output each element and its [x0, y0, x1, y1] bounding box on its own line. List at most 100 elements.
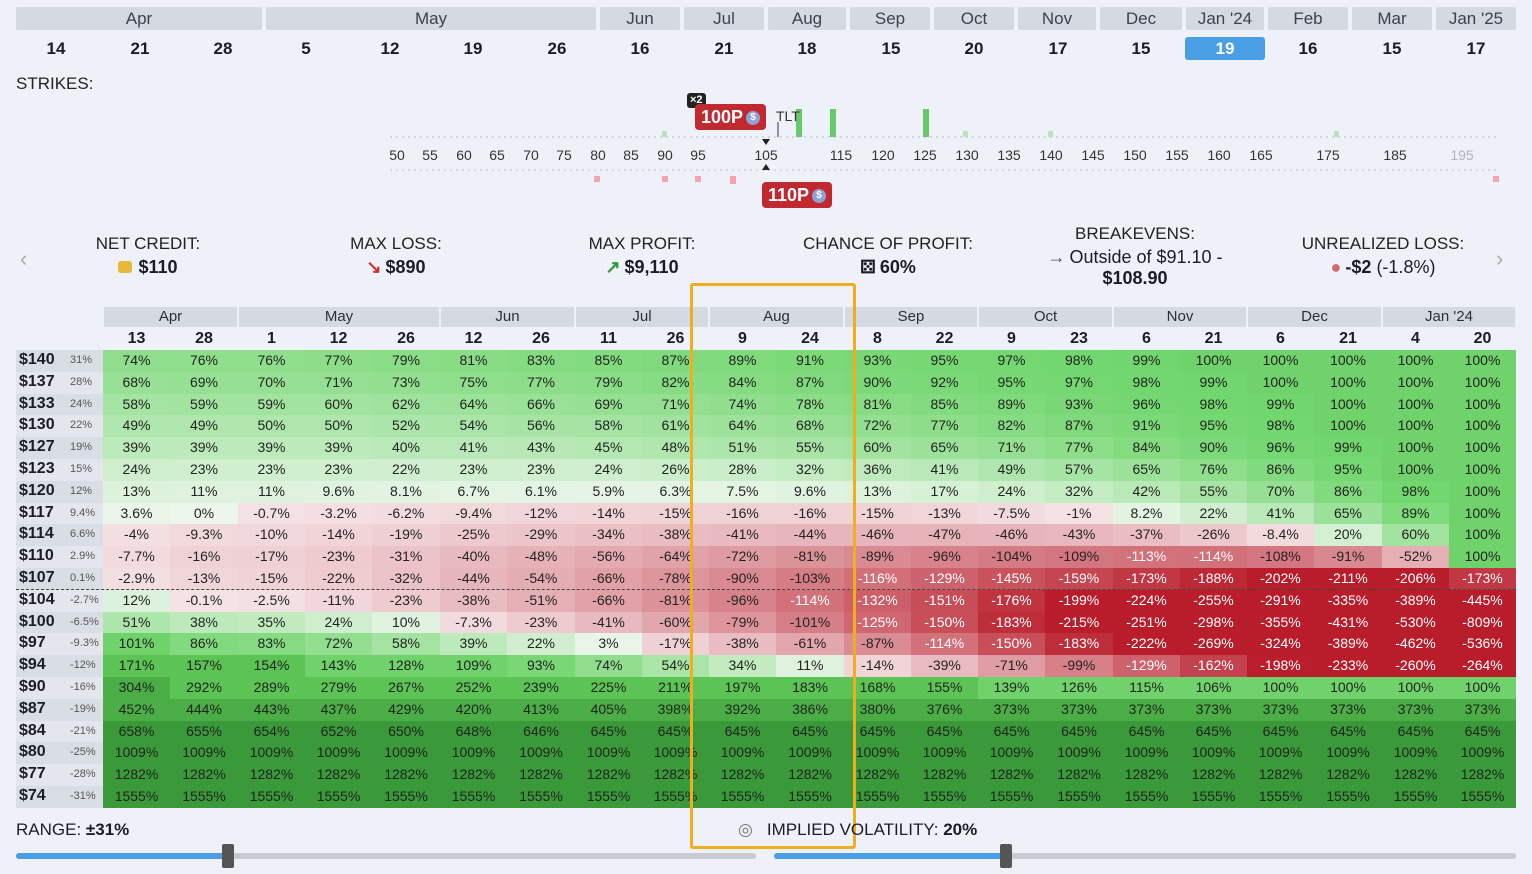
- table-cell[interactable]: 39%: [103, 437, 170, 460]
- table-cell[interactable]: 54%: [440, 415, 507, 438]
- table-cell[interactable]: -99%: [1045, 655, 1113, 678]
- table-cell[interactable]: 59%: [238, 393, 305, 416]
- table-cell[interactable]: -16%: [170, 546, 238, 569]
- table-cell[interactable]: 1009%: [372, 742, 440, 765]
- table-day-header[interactable]: 26: [397, 330, 415, 347]
- strike-tick[interactable]: 95: [690, 147, 706, 163]
- table-cell[interactable]: 101%: [103, 633, 170, 656]
- table-cell[interactable]: 99%: [1113, 350, 1180, 373]
- table-cell[interactable]: 60%: [844, 437, 911, 460]
- day-19[interactable]: 19: [1185, 37, 1265, 60]
- chevron-left-icon[interactable]: ‹: [20, 246, 28, 271]
- table-cell[interactable]: -162%: [1180, 655, 1247, 678]
- table-cell[interactable]: -41%: [709, 524, 776, 547]
- table-cell[interactable]: 1009%: [103, 742, 170, 765]
- table-cell[interactable]: -108%: [1247, 546, 1314, 569]
- table-cell[interactable]: 1282%: [978, 764, 1045, 787]
- table-cell[interactable]: 1282%: [170, 764, 238, 787]
- table-cell[interactable]: -264%: [1449, 655, 1516, 678]
- table-cell[interactable]: 95%: [1180, 415, 1247, 438]
- table-cell[interactable]: 100%: [1449, 502, 1516, 525]
- table-cell[interactable]: 98%: [1180, 393, 1247, 416]
- table-cell[interactable]: 3.6%: [103, 502, 170, 525]
- table-cell[interactable]: 81%: [440, 350, 507, 373]
- strike-tick[interactable]: 90: [657, 147, 673, 163]
- table-day-header[interactable]: 6: [1142, 330, 1151, 347]
- table-cell[interactable]: 78%: [776, 393, 844, 416]
- table-cell[interactable]: -91%: [1314, 546, 1382, 569]
- table-cell[interactable]: 55%: [1180, 480, 1247, 504]
- table-cell[interactable]: 100%: [1314, 677, 1382, 700]
- strike-tick[interactable]: 155: [1165, 147, 1189, 163]
- table-cell[interactable]: 100%: [1247, 350, 1314, 373]
- table-cell[interactable]: 68%: [776, 415, 844, 438]
- table-cell[interactable]: 645%: [1113, 720, 1180, 743]
- day-18[interactable]: 18: [797, 39, 817, 58]
- table-cell[interactable]: 87%: [776, 371, 844, 395]
- table-day-header[interactable]: 21: [1339, 330, 1357, 347]
- table-day-header[interactable]: 12: [464, 330, 483, 347]
- table-cell[interactable]: 77%: [305, 350, 372, 373]
- table-cell[interactable]: 1555%: [238, 786, 305, 809]
- table-cell[interactable]: -15%: [238, 568, 305, 591]
- table-cell[interactable]: -23%: [507, 611, 575, 634]
- table-cell[interactable]: 658%: [103, 720, 170, 743]
- table-cell[interactable]: 373%: [1113, 698, 1180, 722]
- table-cell[interactable]: -0.1%: [170, 589, 238, 613]
- table-cell[interactable]: 41%: [1247, 502, 1314, 525]
- table-day-header[interactable]: 6: [1276, 330, 1285, 347]
- table-cell[interactable]: -7.5%: [978, 502, 1045, 525]
- table-cell[interactable]: 655%: [170, 720, 238, 743]
- table-cell[interactable]: 74%: [103, 350, 170, 373]
- table-cell[interactable]: -8.4%: [1247, 524, 1314, 547]
- month-tab-feb[interactable]: Feb: [1268, 7, 1348, 30]
- table-cell[interactable]: -61%: [776, 633, 844, 656]
- table-cell[interactable]: -32%: [372, 568, 440, 591]
- strike-tick[interactable]: 160: [1207, 147, 1231, 163]
- table-cell[interactable]: 76%: [238, 350, 305, 373]
- chevron-right-icon[interactable]: ›: [1496, 246, 1504, 271]
- table-cell[interactable]: -431%: [1314, 611, 1382, 634]
- table-cell[interactable]: 1009%: [575, 742, 642, 765]
- table-cell[interactable]: 39%: [440, 633, 507, 656]
- month-tab-mar[interactable]: Mar: [1352, 7, 1432, 30]
- table-cell[interactable]: 95%: [911, 350, 978, 373]
- table-cell[interactable]: 1555%: [103, 786, 170, 809]
- table-cell[interactable]: -9.3%: [170, 524, 238, 547]
- table-cell[interactable]: -34%: [575, 524, 642, 547]
- month-tab-may[interactable]: May: [266, 7, 596, 30]
- table-cell[interactable]: 6.7%: [440, 480, 507, 504]
- table-cell[interactable]: -530%: [1382, 611, 1449, 634]
- table-cell[interactable]: 1282%: [103, 764, 170, 787]
- table-cell[interactable]: -233%: [1314, 655, 1382, 678]
- table-cell[interactable]: 100%: [1449, 393, 1516, 416]
- table-cell[interactable]: -7.7%: [103, 546, 170, 569]
- table-day-header[interactable]: 24: [801, 330, 819, 347]
- month-tab-sep[interactable]: Sep: [850, 7, 930, 30]
- table-cell[interactable]: -103%: [776, 568, 844, 591]
- table-cell[interactable]: -159%: [1045, 568, 1113, 591]
- table-cell[interactable]: -47%: [911, 524, 978, 547]
- table-cell[interactable]: 1555%: [575, 786, 642, 809]
- table-cell[interactable]: 1555%: [1113, 786, 1180, 809]
- table-cell[interactable]: 100%: [1449, 480, 1516, 504]
- table-cell[interactable]: 1282%: [1314, 764, 1382, 787]
- table-cell[interactable]: 60%: [1382, 524, 1449, 547]
- strike-tick[interactable]: 105: [754, 147, 778, 163]
- table-cell[interactable]: -183%: [978, 611, 1045, 634]
- table-cell[interactable]: 72%: [844, 415, 911, 438]
- table-cell[interactable]: 23%: [170, 459, 238, 482]
- table-cell[interactable]: -72%: [709, 546, 776, 569]
- table-cell[interactable]: -4%: [103, 524, 170, 547]
- table-cell[interactable]: 74%: [709, 393, 776, 416]
- day-15[interactable]: 15: [881, 39, 901, 58]
- table-cell[interactable]: -96%: [911, 546, 978, 569]
- table-cell[interactable]: 74%: [575, 655, 642, 678]
- strike-tick[interactable]: 130: [955, 147, 979, 163]
- table-cell[interactable]: -66%: [575, 589, 642, 613]
- day-12[interactable]: 12: [380, 39, 400, 58]
- table-day-header[interactable]: 12: [329, 330, 348, 347]
- table-cell[interactable]: 1282%: [1180, 764, 1247, 787]
- strike-tick[interactable]: 50: [389, 147, 405, 163]
- table-cell[interactable]: -2.9%: [103, 568, 170, 591]
